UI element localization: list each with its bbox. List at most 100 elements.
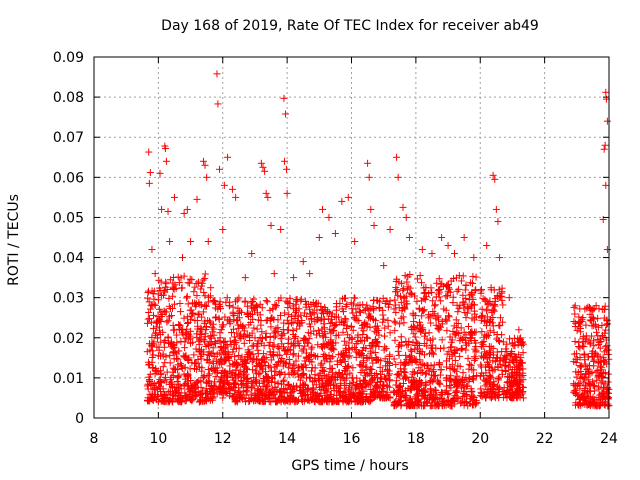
data-point — [145, 179, 153, 187]
data-point — [213, 350, 221, 358]
data-point — [317, 398, 325, 406]
data-point — [201, 301, 209, 309]
data-point — [345, 390, 353, 398]
data-point — [397, 333, 405, 341]
data-point — [405, 234, 413, 241]
data-point — [339, 328, 347, 336]
data-point — [164, 317, 172, 325]
data-point — [231, 387, 239, 395]
data-point — [313, 306, 321, 314]
data-point — [161, 359, 169, 367]
data-point — [331, 397, 339, 405]
data-point — [392, 309, 400, 317]
data-point — [386, 329, 394, 337]
data-point — [356, 351, 364, 359]
data-point — [348, 381, 356, 389]
data-point — [217, 343, 225, 351]
data-point — [472, 273, 480, 281]
data-point — [469, 295, 477, 303]
data-point — [505, 294, 513, 302]
data-point — [184, 300, 192, 308]
data-point — [459, 272, 467, 280]
data-point — [266, 363, 274, 371]
data-point — [199, 157, 207, 165]
data-point — [428, 288, 436, 296]
data-point — [361, 319, 369, 327]
data-point — [348, 391, 356, 399]
data-point — [469, 272, 477, 280]
data-point — [162, 308, 170, 316]
data-point — [294, 317, 302, 325]
data-point — [238, 323, 246, 331]
y-tick-label: 0.09 — [53, 50, 84, 66]
data-point — [465, 323, 473, 331]
data-point — [296, 376, 304, 384]
data-point — [208, 323, 216, 331]
data-point — [456, 352, 464, 360]
x-tick-label: 12 — [214, 431, 232, 447]
data-point — [365, 173, 373, 181]
data-point — [332, 332, 340, 340]
data-point — [240, 387, 248, 395]
data-point — [209, 360, 217, 368]
data-point — [223, 342, 231, 350]
data-point — [326, 320, 334, 328]
data-point — [291, 334, 299, 342]
data-point — [252, 369, 260, 377]
data-point — [262, 189, 270, 197]
data-point — [144, 288, 152, 296]
data-point — [385, 377, 393, 385]
data-point — [239, 372, 247, 380]
data-point — [294, 352, 302, 360]
data-point — [340, 337, 348, 345]
data-point — [357, 361, 365, 369]
data-point — [470, 353, 478, 361]
data-point — [147, 305, 155, 313]
data-point — [191, 385, 199, 393]
data-point — [169, 321, 177, 329]
data-point — [164, 207, 172, 215]
data-point — [262, 329, 270, 337]
data-point — [321, 391, 329, 399]
data-point — [286, 360, 294, 368]
data-point — [302, 349, 310, 357]
data-point — [186, 339, 194, 347]
data-point — [332, 383, 340, 391]
data-point — [226, 298, 234, 306]
data-point — [150, 295, 158, 303]
data-point — [379, 294, 387, 302]
data-point — [167, 373, 175, 381]
data-point — [362, 306, 370, 314]
data-point — [238, 308, 246, 316]
data-point — [290, 350, 298, 358]
data-point — [159, 350, 167, 358]
data-point — [248, 384, 256, 392]
data-point — [344, 363, 352, 371]
data-point — [264, 193, 272, 201]
data-point — [437, 297, 445, 305]
data-point — [323, 354, 331, 362]
data-point — [198, 367, 206, 375]
data-point — [212, 373, 220, 381]
data-point — [376, 375, 384, 383]
data-point — [271, 372, 279, 380]
data-point — [277, 335, 285, 343]
data-point — [379, 318, 387, 326]
data-point — [319, 363, 327, 371]
data-point — [291, 369, 299, 377]
data-point — [258, 328, 266, 336]
data-point — [341, 366, 349, 374]
data-point — [209, 387, 217, 395]
data-point — [160, 287, 168, 295]
data-point — [219, 373, 227, 381]
data-point — [171, 281, 179, 289]
data-point — [235, 371, 243, 379]
data-point — [183, 205, 191, 213]
data-point — [166, 340, 174, 348]
data-point — [346, 352, 354, 360]
data-point — [229, 310, 237, 318]
data-point — [156, 169, 164, 177]
data-point — [376, 304, 384, 312]
data-point — [276, 351, 284, 359]
data-points — [143, 70, 613, 410]
